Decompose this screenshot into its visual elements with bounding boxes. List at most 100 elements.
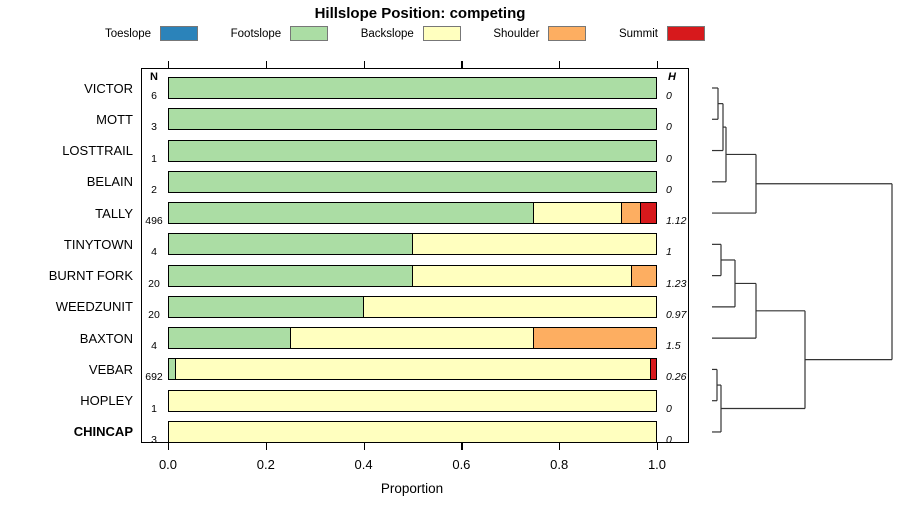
row-label: VEBAR [88,361,133,377]
axis-tick-bottom [363,443,365,450]
n-value: 20 [148,277,160,290]
bar-segment-footslope [169,203,535,224]
legend-swatch [548,26,587,41]
h-value: 0 [666,433,672,446]
axis-tick-top [363,61,365,68]
legend-item: Shoulder [493,26,587,41]
row-label: MOTT [96,111,133,127]
bar-segment-shoulder [534,328,656,349]
h-value: 1.23 [666,277,687,290]
row-label: HOPLEY [80,393,133,409]
bar-segment-footslope [169,140,656,161]
bar-segment-shoulder [621,203,642,224]
bar [168,295,657,318]
bar-segment-footslope [169,328,291,349]
row-label: VICTOR [84,80,133,96]
n-value: 1 [151,402,157,415]
legend: Toeslope Footslope Backslope Shoulder Summit [105,26,705,41]
axis-tick-bottom [265,443,267,450]
axis-tick-top [559,61,561,68]
bar-segment-summit [641,203,656,224]
bar-segment-footslope [169,171,656,192]
h-value: 1.5 [666,340,681,353]
legend-item: Footslope [231,26,329,41]
axis-tick-label: 0.0 [158,457,178,472]
legend-label: Shoulder [493,27,540,40]
n-value: 6 [151,90,157,102]
row-label: TINYTOWN [63,236,133,252]
chart-title: Hillslope Position: competing [314,5,526,22]
axis-tick-top [461,61,463,68]
bar [168,77,657,99]
bar-segment-footslope [169,78,656,98]
n-value: 496 [145,215,163,228]
bar-segment-backslope [363,296,656,317]
legend-label: Footslope [230,27,282,40]
n-value: 1 [151,152,157,165]
bar-segment-backslope [412,265,632,286]
bar-segment-footslope [169,234,413,255]
row-label: CHINCAP [73,424,133,440]
legend-swatch [422,26,461,41]
axis-tick-label: 0.8 [550,457,569,472]
bar-segment-footslope [169,359,177,380]
axis-tick-label: 0.2 [256,457,275,472]
legend-label: Summit [618,27,658,40]
bar-segment-backslope [290,328,535,349]
axis-tick-bottom [168,443,170,450]
bar-segment-backslope [176,359,652,380]
n-value: 2 [151,183,157,196]
bar-segment-shoulder [631,265,656,286]
axis-tick-bottom [657,443,659,450]
bar-segment-backslope [534,203,622,224]
bar [168,170,657,193]
row-label: BURNT FORK [48,268,133,284]
legend-label: Toeslope [105,27,152,40]
bar-segment-footslope [169,296,364,317]
bar [168,264,657,287]
legend-swatch [666,26,705,41]
bar [168,358,657,381]
h-value: 0 [666,152,672,165]
bar-segment-backslope [169,421,656,442]
n-column-header: N [150,71,158,83]
axis-tick-label: 1.0 [647,457,667,472]
axis-tick-top [265,61,267,68]
legend-item: Summit [619,26,705,41]
h-value: 0 [666,402,672,415]
legend-label: Backslope [360,27,414,40]
axis-tick-label: 0.6 [452,457,471,472]
row-label: LOSTTRAIL [62,143,133,159]
legend-swatch [290,26,329,41]
bar [168,389,657,412]
axis-tick-top [168,61,170,68]
n-value: 4 [151,340,157,353]
legend-item: Toeslope [105,26,199,41]
row-label: TALLY [95,205,133,221]
n-value: 692 [145,371,163,384]
bar [168,420,657,443]
axis-title: Proportion [380,481,444,496]
bar-segment-footslope [169,265,413,286]
h-value: 0 [666,183,672,196]
h-value: 0.97 [666,308,687,321]
h-value: 0.26 [666,371,687,384]
h-value: 1 [666,246,672,259]
bar [168,233,657,256]
h-value: 0 [666,90,672,102]
axis-tick-bottom [461,443,463,450]
axis-tick-label: 0.4 [354,457,373,472]
legend-swatch [160,26,199,41]
n-value: 3 [151,121,157,134]
bar-segment-backslope [169,390,656,411]
axis-tick-bottom [559,443,561,450]
bar [168,108,657,131]
h-value: 0 [666,121,672,134]
row-label: WEEDZUNIT [55,299,133,315]
bar [168,327,657,350]
legend-item: Backslope [361,26,461,41]
n-value: 4 [151,246,157,259]
bar-segment-summit [651,359,656,380]
